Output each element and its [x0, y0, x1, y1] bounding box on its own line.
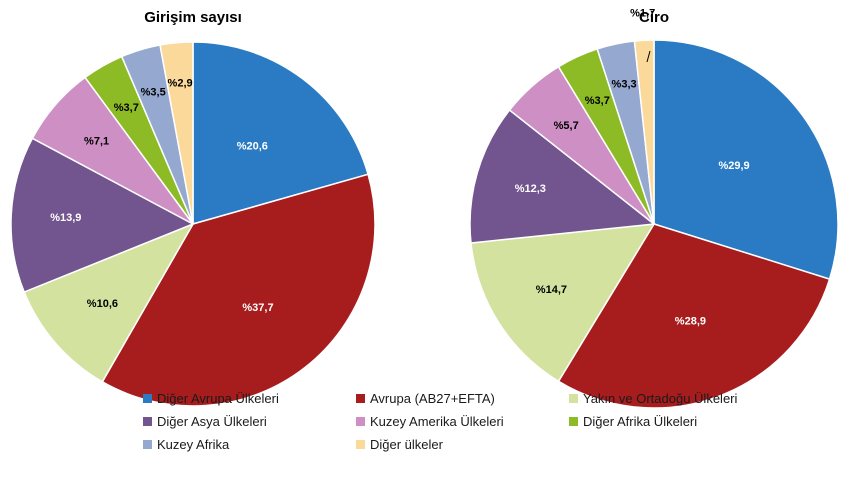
slice-data-label: %29,9 [718, 160, 749, 172]
pie-slice [101, 173, 376, 407]
legend-swatch [143, 440, 152, 449]
legend-swatch [143, 394, 152, 403]
legend-label: Diğer Asya Ülkeleri [157, 414, 267, 429]
legend-label: Kuzey Afrika [157, 437, 230, 452]
pie-slice [633, 39, 655, 225]
pie-slice [192, 41, 370, 225]
slice-data-label: %10,6 [87, 298, 118, 310]
slice-data-label: %2,9 [168, 78, 193, 90]
slice-data-label: %3,7 [114, 102, 139, 114]
legend-swatch [569, 417, 578, 426]
label-leader-line [646, 50, 651, 63]
legend-label: Kuzey Amerika Ülkeleri [370, 414, 504, 429]
slice-data-label: %37,7 [242, 302, 273, 314]
pie-slice [653, 39, 839, 281]
slice-data-label: %13,9 [50, 212, 81, 224]
slice-data-label: %12,3 [515, 183, 546, 195]
slice-data-label: %28,9 [675, 315, 706, 327]
slice-data-label: %7,1 [84, 136, 109, 148]
slice-data-label: %3,7 [585, 95, 610, 107]
pie-slice [470, 223, 656, 383]
legend-label: Diğer ülkeler [370, 437, 444, 452]
legend-swatch [569, 394, 578, 403]
pie-slice [10, 137, 195, 294]
pie-slice [23, 222, 195, 383]
slice-data-label: %3,3 [612, 79, 637, 91]
legend-label: Diğer Avrupa Ülkeleri [157, 391, 279, 406]
legend-swatch [356, 440, 365, 449]
legend: Diğer Avrupa Ülkeleri Avrupa (AB27+EFTA) Y… [143, 391, 737, 452]
slice-data-label: %20,6 [237, 141, 268, 153]
legend-swatch [143, 417, 152, 426]
slice-data-label: %3,5 [141, 87, 166, 99]
pie-title-girisim: Girişim sayısı [144, 9, 242, 26]
pie-slice [469, 108, 656, 244]
pie-ciro: %29,9 %28,9 %14,7 %12,3 %5,7 %3,7%3,3 %1,7 [469, 8, 839, 409]
slice-data-label: %1,7 [630, 8, 655, 20]
legend-label: Avrupa (AB27+EFTA) [370, 391, 495, 406]
legend-swatch [356, 417, 365, 426]
legend-label: Diğer Afrika Ülkeleri [583, 414, 697, 429]
legend-label: Yakın ve Ortadoğu Ülkeleri [583, 391, 737, 406]
slice-data-label: %14,7 [536, 284, 567, 296]
slice-data-label: %5,7 [554, 120, 579, 132]
pie-girisim-sayisi: %20,6 %37,7 %10,6 %13,9 %7,1 %3,7%3,5%2,9 [10, 41, 376, 407]
legend-swatch [356, 394, 365, 403]
pie-title-ciro: Ciro [639, 9, 669, 26]
pie-slice [159, 41, 194, 225]
